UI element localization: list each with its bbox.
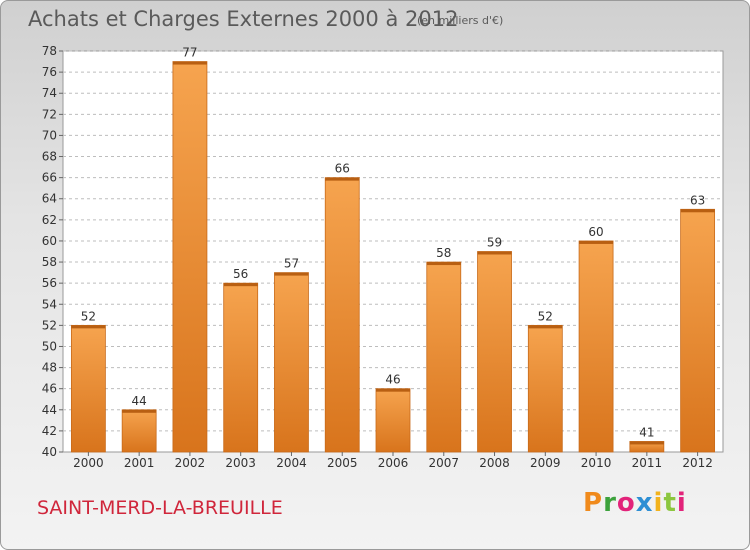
logo-letter: x bbox=[635, 488, 654, 518]
bar-cap bbox=[477, 251, 512, 255]
logo-letter: o bbox=[616, 488, 636, 518]
bar-cap bbox=[223, 283, 258, 287]
y-tick-label: 58 bbox=[42, 255, 57, 269]
y-tick-label: 42 bbox=[42, 424, 57, 438]
y-tick-label: 54 bbox=[42, 297, 57, 311]
x-tick-label: 2010 bbox=[581, 456, 612, 470]
y-tick-label: 64 bbox=[42, 192, 57, 206]
bar bbox=[274, 272, 309, 453]
logo-letter: r bbox=[603, 488, 617, 518]
bar bbox=[121, 409, 157, 453]
bar-value-label: 58 bbox=[436, 246, 451, 260]
x-tick-label: 2003 bbox=[225, 456, 256, 470]
logo-letter: t bbox=[663, 488, 677, 518]
bar-cap bbox=[426, 262, 461, 266]
y-tick-label: 40 bbox=[42, 445, 57, 459]
y-tick-label: 48 bbox=[42, 361, 57, 375]
x-tick-label: 2002 bbox=[175, 456, 206, 470]
bar-value-label: 52 bbox=[538, 309, 553, 323]
bar bbox=[477, 251, 512, 453]
bar-cap bbox=[122, 409, 157, 413]
proxiti-logo[interactable]: Proxiti bbox=[583, 488, 687, 518]
x-tick-label: 2000 bbox=[73, 456, 104, 470]
x-tick-label: 2009 bbox=[530, 456, 561, 470]
bar bbox=[324, 177, 360, 453]
bar-cap bbox=[579, 240, 614, 244]
bar-value-label: 41 bbox=[639, 425, 654, 439]
y-tick-label: 76 bbox=[42, 65, 57, 79]
y-tick-label: 74 bbox=[42, 86, 57, 100]
x-tick-label: 2004 bbox=[276, 456, 307, 470]
bar-value-label: 60 bbox=[588, 225, 603, 239]
bar-cap bbox=[274, 272, 309, 276]
bar-value-label: 63 bbox=[690, 193, 705, 207]
bar bbox=[578, 240, 614, 453]
bar-value-label: 52 bbox=[81, 309, 96, 323]
bar-value-label: 56 bbox=[233, 267, 248, 281]
bar bbox=[527, 324, 563, 453]
bar bbox=[375, 388, 411, 453]
x-tick-label: 2005 bbox=[327, 456, 358, 470]
bar-cap bbox=[376, 388, 410, 392]
y-tick-label: 70 bbox=[42, 128, 57, 142]
y-tick-label: 68 bbox=[42, 150, 57, 164]
y-tick-label: 60 bbox=[42, 234, 57, 248]
bar-value-label: 59 bbox=[487, 236, 502, 250]
y-tick-label: 66 bbox=[42, 171, 57, 185]
y-tick-label: 72 bbox=[42, 107, 57, 121]
bar-value-label: 77 bbox=[182, 46, 197, 60]
y-tick-label: 50 bbox=[42, 339, 57, 353]
chart-title: Achats et Charges Externes 2000 à 2012 bbox=[28, 7, 459, 31]
x-tick-label: 2001 bbox=[124, 456, 155, 470]
bar-value-label: 66 bbox=[335, 162, 350, 176]
bar bbox=[172, 61, 208, 453]
bar-cap bbox=[71, 325, 106, 329]
bar-cap bbox=[528, 325, 563, 329]
bar-cap bbox=[172, 61, 207, 65]
y-tick-label: 78 bbox=[42, 44, 57, 58]
y-tick-label: 56 bbox=[42, 276, 57, 290]
y-tick-label: 44 bbox=[42, 403, 57, 417]
logo-letter: P bbox=[583, 488, 604, 518]
logo-letter: i bbox=[676, 488, 687, 518]
bar-value-label: 57 bbox=[284, 257, 299, 271]
bar bbox=[426, 261, 462, 453]
x-tick-label: 2006 bbox=[378, 456, 409, 470]
y-tick-label: 46 bbox=[42, 382, 57, 396]
bar-value-label: 44 bbox=[132, 394, 147, 408]
bar bbox=[680, 208, 716, 453]
x-tick-label: 2012 bbox=[682, 456, 713, 470]
bar bbox=[70, 324, 106, 453]
bar-cap bbox=[325, 177, 360, 181]
bar-cap bbox=[629, 441, 664, 445]
x-tick-label: 2007 bbox=[428, 456, 459, 470]
x-tick-label: 2008 bbox=[479, 456, 510, 470]
city-name: SAINT-MERD-LA-BREUILLE bbox=[37, 497, 283, 519]
logo-letter: i bbox=[653, 488, 664, 518]
y-tick-label: 52 bbox=[42, 318, 57, 332]
bar bbox=[223, 282, 259, 453]
x-tick-label: 2011 bbox=[632, 456, 663, 470]
bar-cap bbox=[680, 209, 715, 213]
chart-unit: (en milliers d'€) bbox=[417, 14, 504, 27]
y-tick-label: 62 bbox=[42, 213, 57, 227]
bar-value-label: 46 bbox=[385, 373, 400, 387]
